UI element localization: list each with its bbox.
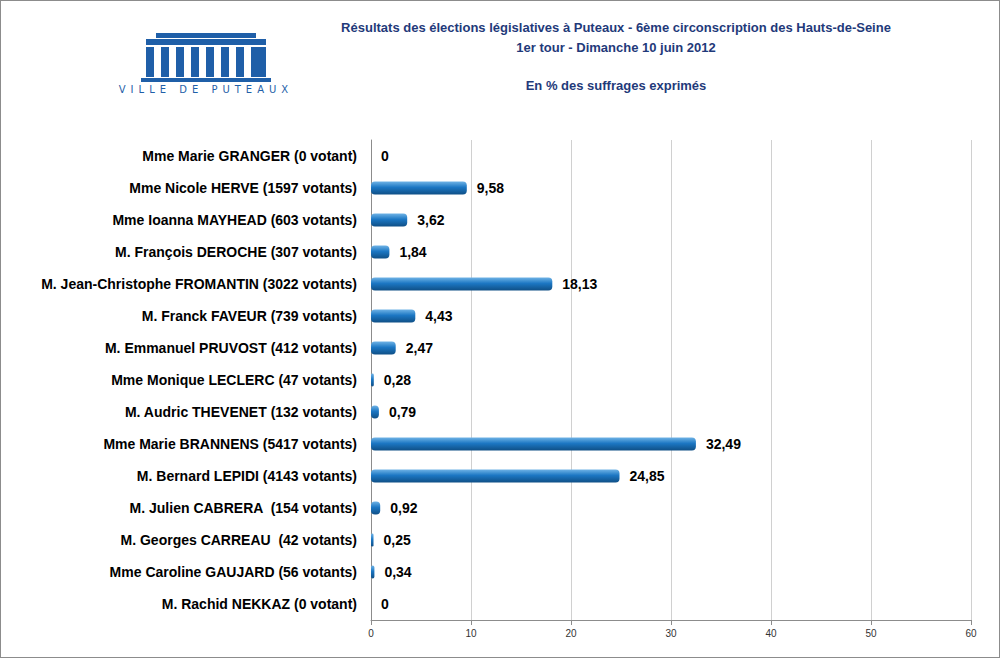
svg-text:3,62: 3,62 — [417, 212, 444, 228]
svg-text:20: 20 — [565, 628, 577, 639]
svg-text:Résultats des élections législ: Résultats des élections législatives à P… — [341, 20, 891, 35]
svg-text:4,43: 4,43 — [425, 308, 452, 324]
svg-text:0,28: 0,28 — [384, 372, 411, 388]
svg-text:0,92: 0,92 — [390, 500, 417, 516]
svg-text:En % des suffrages exprimés: En % des suffrages exprimés — [526, 78, 707, 93]
svg-text:1,84: 1,84 — [399, 244, 426, 260]
svg-text:Mme Ioanna MAYHEAD (603 votant: Mme Ioanna MAYHEAD (603 votants) — [112, 212, 357, 228]
svg-text:10: 10 — [465, 628, 477, 639]
svg-text:Mme Nicole HERVE (1597 votants: Mme Nicole HERVE (1597 votants) — [129, 180, 357, 196]
svg-text:Mme Monique LECLERC (47 votant: Mme Monique LECLERC (47 votants) — [111, 372, 357, 388]
svg-text:1er tour - Dimanche 10 juin 20: 1er tour - Dimanche 10 juin 2012 — [516, 40, 715, 55]
svg-text:0: 0 — [368, 628, 374, 639]
svg-text:30: 30 — [665, 628, 677, 639]
svg-text:M. Emmanuel PRUVOST (412 votan: M. Emmanuel PRUVOST (412 votants) — [105, 340, 357, 356]
svg-text:32,49: 32,49 — [706, 436, 741, 452]
svg-text:24,85: 24,85 — [630, 468, 665, 484]
svg-text:0,79: 0,79 — [389, 404, 416, 420]
svg-text:40: 40 — [765, 628, 777, 639]
svg-text:M. Julien CABRERA (154 votant: M. Julien CABRERA (154 votants) — [130, 500, 357, 516]
svg-text:0: 0 — [381, 148, 389, 164]
svg-text:0,25: 0,25 — [384, 532, 411, 548]
svg-text:M. Georges CARREAU (42 votant: M. Georges CARREAU (42 votants) — [121, 532, 357, 548]
svg-text:M. Rachid NEKKAZ (0 votant): M. Rachid NEKKAZ (0 votant) — [162, 596, 357, 612]
html-text:VILLE DE PUTEAUX: VILLE DE PUTEAUX — [118, 84, 294, 95]
svg-text:Mme Marie BRANNENS (5417 votan: Mme Marie BRANNENS (5417 votants) — [103, 436, 357, 452]
svg-text:50: 50 — [865, 628, 877, 639]
svg-text:M. Audric THEVENET (132 votant: M. Audric THEVENET (132 votants) — [125, 404, 357, 420]
svg-text:Mme Caroline GAUJARD (56 votan: Mme Caroline GAUJARD (56 votants) — [110, 564, 357, 580]
svg-text:60: 60 — [965, 628, 977, 639]
svg-text:Mme Marie GRANGER (0 votant): Mme Marie GRANGER (0 votant) — [142, 148, 357, 164]
svg-text:M. Jean-Christophe FROMANTIN (: M. Jean-Christophe FROMANTIN (3022 votan… — [41, 276, 357, 292]
svg-text:9,58: 9,58 — [477, 180, 504, 196]
svg-text:M. Franck FAVEUR (739 votants): M. Franck FAVEUR (739 votants) — [142, 308, 357, 324]
svg-text:0: 0 — [381, 596, 389, 612]
svg-text:M. François DEROCHE (307 votan: M. François DEROCHE (307 votants) — [115, 244, 357, 260]
svg-text:0,34: 0,34 — [384, 564, 411, 580]
svg-text:2,47: 2,47 — [406, 340, 433, 356]
svg-text:18,13: 18,13 — [562, 276, 597, 292]
svg-text:M. Bernard LEPIDI (4143 votant: M. Bernard LEPIDI (4143 votants) — [137, 468, 357, 484]
